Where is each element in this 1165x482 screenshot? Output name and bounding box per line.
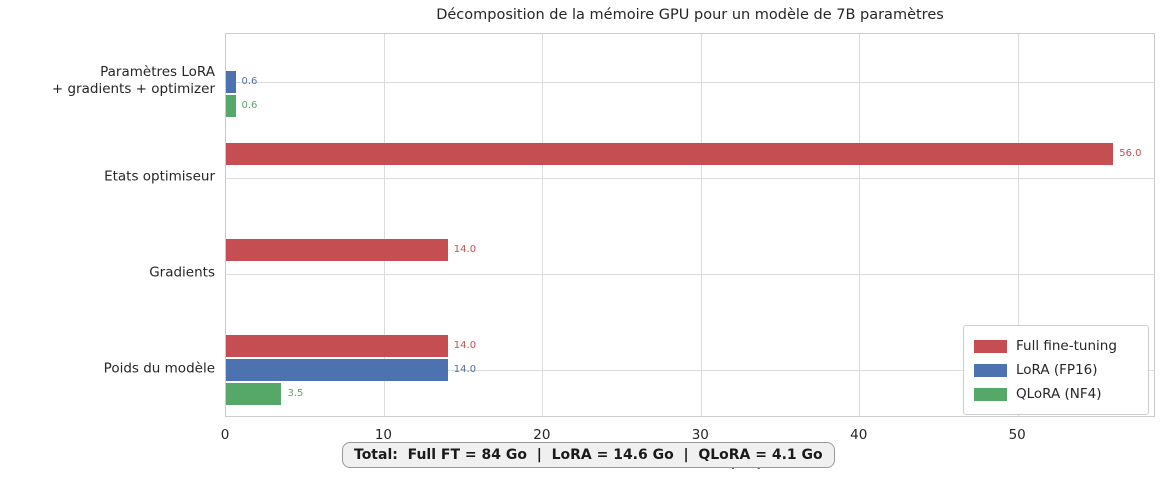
bar-lora-fp16-	[226, 71, 236, 93]
legend-label: QLoRA (NF4)	[1016, 386, 1102, 402]
x-tick-label: 40	[850, 427, 868, 443]
x-tick-label: 20	[533, 427, 551, 443]
legend-item: Full fine-tuning	[974, 335, 1138, 357]
gridline-vertical	[700, 34, 702, 416]
legend-swatch	[974, 339, 1007, 353]
legend-label: LoRA (FP16)	[1016, 362, 1098, 378]
bar-value-label: 3.5	[287, 388, 304, 399]
y-category-label-line: Paramètres LoRA	[100, 64, 215, 80]
gridline-horizontal	[226, 177, 1154, 179]
bar-full-fine-tuning	[226, 239, 448, 261]
y-category-label: Poids du modèle	[0, 361, 215, 378]
bar-full-fine-tuning	[226, 335, 448, 357]
bar-value-label: 14.0	[453, 340, 477, 351]
gridline-horizontal	[226, 81, 1154, 83]
chart-title: Décomposition de la mémoire GPU pour un …	[436, 7, 944, 23]
y-category-label-line: Gradients	[149, 264, 215, 281]
bar-value-label: 0.6	[241, 76, 258, 87]
y-category-label-line: Poids du modèle	[103, 360, 215, 377]
y-category-label: Gradients	[0, 265, 215, 282]
gridline-horizontal	[226, 273, 1154, 275]
y-category-label-line: Etats optimiseur	[104, 168, 215, 185]
x-tick-label: 50	[1008, 427, 1026, 443]
legend-swatch	[974, 387, 1007, 401]
gridline-vertical	[383, 34, 385, 416]
gridline-horizontal	[226, 369, 1154, 371]
gridline-vertical	[542, 34, 544, 416]
legend-swatch	[974, 363, 1007, 377]
total-annotation: Total: Full FT = 84 Go | LoRA = 14.6 Go …	[342, 442, 835, 468]
y-category-label: Paramètres LoRA + gradients + optimizer	[0, 64, 215, 98]
y-category-label-line: + gradients + optimizer	[51, 81, 215, 97]
bar-lora-fp16-	[226, 359, 448, 381]
bar-full-fine-tuning	[226, 143, 1114, 165]
legend-item: QLoRA (NF4)	[974, 383, 1138, 405]
x-tick-label: 30	[691, 427, 709, 443]
y-category-label: Etats optimiseur	[0, 169, 215, 186]
gridline-vertical	[859, 34, 861, 416]
x-tick-label: 0	[220, 427, 230, 443]
legend: Full fine-tuning LoRA (FP16) QLoRA (NF4)	[963, 325, 1149, 415]
legend-label: Full fine-tuning	[1016, 338, 1117, 354]
plot-area: 56.0 14.0 14.0 0.6 14.0 0.6 3.5	[225, 33, 1155, 417]
bar-qlora-nf4-	[226, 383, 282, 405]
gridline-vertical	[1017, 34, 1019, 416]
bar-value-label: 0.6	[241, 100, 258, 111]
legend-item: LoRA (FP16)	[974, 359, 1138, 381]
bar-value-label: 56.0	[1119, 148, 1142, 159]
bar-value-label: 14.0	[453, 244, 477, 255]
bar-value-label: 14.0	[453, 364, 477, 375]
bar-qlora-nf4-	[226, 95, 236, 117]
x-tick-label: 10	[374, 427, 393, 443]
